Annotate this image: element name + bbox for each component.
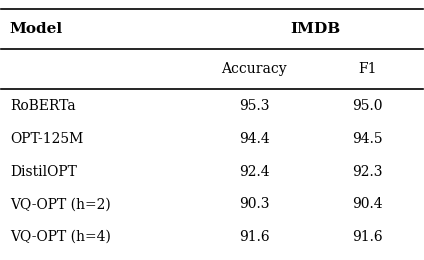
Text: Model: Model [10,22,63,36]
Text: 94.5: 94.5 [352,132,383,146]
Text: VQ-OPT (h=2): VQ-OPT (h=2) [10,197,111,211]
Text: DistilOPT: DistilOPT [10,165,77,179]
Text: 92.4: 92.4 [239,165,269,179]
Text: VQ-OPT (h=4): VQ-OPT (h=4) [10,230,111,244]
Text: 95.3: 95.3 [239,100,269,113]
Text: 91.6: 91.6 [239,230,269,244]
Text: 92.3: 92.3 [353,165,383,179]
Text: 91.6: 91.6 [352,230,383,244]
Text: RoBERTa: RoBERTa [10,100,75,113]
Text: 90.3: 90.3 [239,197,269,211]
Text: Accuracy: Accuracy [221,62,287,76]
Text: F1: F1 [359,62,377,76]
Text: IMDB: IMDB [290,22,340,36]
Text: 95.0: 95.0 [353,100,383,113]
Text: 94.4: 94.4 [239,132,270,146]
Text: OPT-125M: OPT-125M [10,132,83,146]
Text: 90.4: 90.4 [352,197,383,211]
